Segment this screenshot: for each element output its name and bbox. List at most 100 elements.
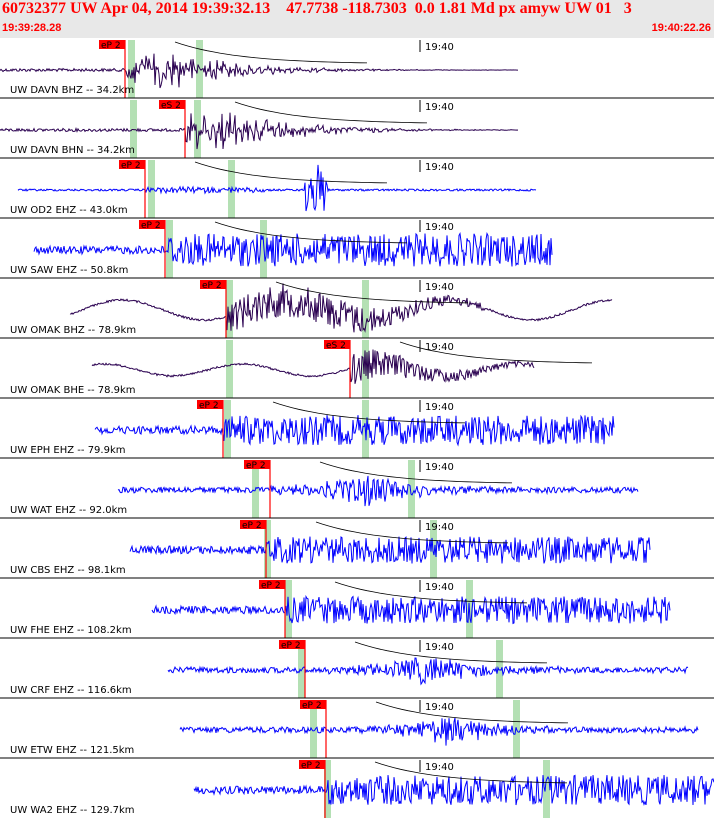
arrival-band xyxy=(430,520,437,578)
coda-curve xyxy=(354,641,548,664)
minute-label: 19:40 xyxy=(425,702,454,713)
pick-label: eP 2 xyxy=(246,461,266,471)
minute-label: 19:40 xyxy=(425,462,454,473)
minute-label: 19:40 xyxy=(425,282,454,293)
event-title: 60732377 UW Apr 04, 2014 19:39:32.13 47.… xyxy=(2,0,632,17)
pick-label: eP 2 xyxy=(199,401,219,411)
trace-row: 19:40 eP 2 UW ETW EHZ -- 121.5km xyxy=(0,700,714,759)
pick-label: eP 2 xyxy=(302,701,322,711)
arrival-band xyxy=(362,280,369,338)
waveform xyxy=(94,414,615,447)
minute-label: 19:40 xyxy=(425,42,454,53)
arrival-band xyxy=(543,760,550,818)
pick-label: eP 2 xyxy=(301,761,321,771)
waveform xyxy=(179,717,699,746)
pick-label: eS 2 xyxy=(326,341,346,351)
waveform xyxy=(17,164,537,212)
trace-label: UW WAT EHZ -- 92.0km xyxy=(10,505,127,516)
minute-label: 19:40 xyxy=(425,342,454,353)
arrival-band xyxy=(130,100,137,158)
pick-flag[interactable] xyxy=(139,220,165,229)
waveform xyxy=(91,349,535,384)
pick-flag[interactable] xyxy=(99,40,125,49)
arrival-band xyxy=(226,340,233,398)
arrival-band xyxy=(194,100,201,158)
waveform xyxy=(193,774,714,806)
pick-flag[interactable] xyxy=(324,340,350,349)
trace-row: 19:40 eP 2 UW CRF EHZ -- 116.6km xyxy=(0,640,714,699)
pick-flag[interactable] xyxy=(299,760,325,769)
arrival-band xyxy=(298,640,305,698)
pick-label: eS 2 xyxy=(161,101,181,111)
arrival-band xyxy=(408,460,415,518)
trace-row: 19:40 eP 2 UW FHE EHZ -- 108.2km xyxy=(0,580,714,639)
coda-curve xyxy=(319,461,513,484)
arrival-band xyxy=(310,700,317,758)
seismogram-panel: 19:40 eP 2 UW DAVN BHZ -- 34.2km 19:40 eS 2 U… xyxy=(0,38,714,818)
waveform xyxy=(129,536,651,564)
coda-curve xyxy=(315,521,509,544)
coda-curve xyxy=(375,701,569,724)
trace-row: 19:40 eP 2 UW SAW EHZ -- 50.8km xyxy=(0,220,714,279)
pick-label: eP 2 xyxy=(141,221,161,231)
minute-label: 19:40 xyxy=(425,402,454,413)
trace-label: UW OD2 EHZ -- 43.0km xyxy=(10,205,128,216)
coda-curve xyxy=(334,581,528,604)
minute-label: 19:40 xyxy=(425,762,454,773)
coda-curve xyxy=(272,401,466,424)
trace-label: UW DAVN BHZ -- 34.2km xyxy=(10,85,134,96)
trace-row: 19:40 eS 2 UW DAVN BHN -- 34.2km xyxy=(0,100,714,159)
pick-flag[interactable] xyxy=(119,160,145,169)
trace-row: 19:40 eP 2 UW WA2 EHZ -- 129.7km xyxy=(10,760,714,818)
pick-flag[interactable] xyxy=(200,280,226,289)
trace-label: UW WA2 EHZ -- 129.7km xyxy=(10,805,135,816)
trace-label: UW OMAK BHE -- 78.9km xyxy=(10,385,136,396)
pick-flag[interactable] xyxy=(279,640,305,649)
trace-row: 19:40 eP 2 UW DAVN BHZ -- 34.2km xyxy=(0,40,714,99)
waveform xyxy=(151,594,671,625)
trace-label: UW CBS EHZ -- 98.1km xyxy=(10,565,126,576)
waveform xyxy=(0,53,518,89)
coda-curve xyxy=(399,341,593,364)
waveform xyxy=(0,112,519,150)
arrival-band xyxy=(496,640,503,698)
trace-row: 19:40 eS 2 UW OMAK BHE -- 78.9km xyxy=(0,340,714,399)
end-time: 19:40:22.26 xyxy=(651,22,711,34)
pick-flag[interactable] xyxy=(244,460,270,469)
minute-label: 19:40 xyxy=(425,102,454,113)
waveform xyxy=(33,232,553,267)
pick-flag[interactable] xyxy=(259,580,285,589)
trace-row: 19:40 eP 2 UW WAT EHZ -- 92.0km xyxy=(0,460,714,519)
trace-row: 19:40 eP 2 UW EPH EHZ -- 79.9km xyxy=(0,400,714,459)
arrival-band xyxy=(128,40,135,98)
waveform xyxy=(167,657,689,686)
arrival-band xyxy=(166,220,173,278)
minute-label: 19:40 xyxy=(425,642,454,653)
trace-row: 19:40 eP 2 UW OMAK BHZ -- 78.9km xyxy=(0,280,714,339)
minute-label: 19:40 xyxy=(425,522,454,533)
trace-label: UW SAW EHZ -- 50.8km xyxy=(10,265,128,276)
pick-label: eP 2 xyxy=(261,581,281,591)
waveform xyxy=(117,475,639,507)
header-bar: 60732377 UW Apr 04, 2014 19:39:32.13 47.… xyxy=(0,0,714,38)
pick-label: eP 2 xyxy=(202,281,222,291)
minute-label: 19:40 xyxy=(425,162,454,173)
pick-label: eP 2 xyxy=(101,41,121,51)
pick-flag[interactable] xyxy=(300,700,326,709)
pick-flag[interactable] xyxy=(159,100,185,109)
trace-label: UW DAVN BHN -- 34.2km xyxy=(10,145,135,156)
pick-label: eP 2 xyxy=(281,641,301,651)
pick-label: eP 2 xyxy=(242,521,262,531)
start-time: 19:39:28.28 xyxy=(2,22,62,34)
trace-label: UW CRF EHZ -- 116.6km xyxy=(10,685,132,696)
arrival-band xyxy=(226,280,233,338)
trace-label: UW EPH EHZ -- 79.9km xyxy=(10,445,126,456)
minute-label: 19:40 xyxy=(425,222,454,233)
coda-curve xyxy=(234,101,428,124)
pick-flag[interactable] xyxy=(197,400,223,409)
trace-row: 19:40 eP 2 UW OD2 EHZ -- 43.0km xyxy=(0,160,714,219)
arrival-band xyxy=(264,520,271,578)
pick-flag[interactable] xyxy=(240,520,266,529)
coda-curve xyxy=(174,41,368,64)
minute-label: 19:40 xyxy=(425,582,454,593)
